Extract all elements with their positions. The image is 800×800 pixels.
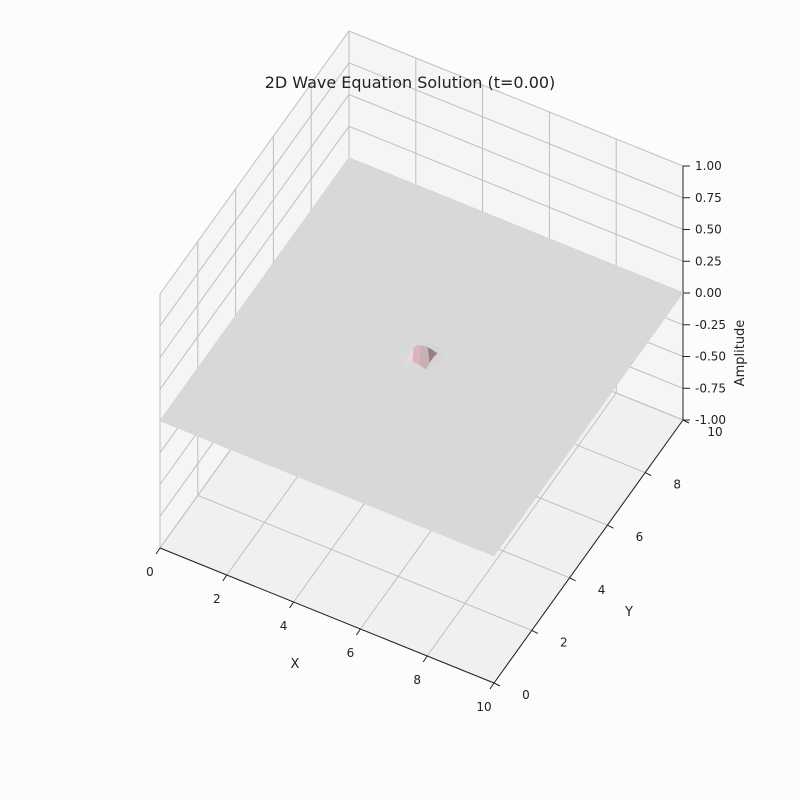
x-tick-label: 0 [146,565,154,579]
y-tick-label: 2 [560,635,568,649]
x-tick [422,655,428,663]
z-tick-label: 0.50 [695,223,722,237]
x-tick-label: 10 [476,700,491,714]
chart-title: 2D Wave Equation Solution (t=0.00) [265,73,556,92]
x-axis-label: X [291,657,300,672]
z-tick-label: 0.75 [695,191,722,205]
y-tick [607,524,614,529]
x-tick [489,682,495,690]
grid-line-z [159,93,684,358]
y-tick-label: 0 [522,688,530,702]
z-tick-label: -0.50 [695,350,726,364]
z-tick-label: 1.00 [695,159,722,173]
y-axis-line [493,419,684,684]
x-axis-line [159,547,495,684]
surface-patch [344,157,357,167]
wave-surface [159,157,684,557]
z-tick-label: 0.25 [695,254,722,268]
tick-labels: 02468100246810-1.00-0.75-0.50-0.250.000.… [146,159,726,714]
z-tick-label: -0.25 [695,318,726,332]
z-axis-label: Amplitude [733,320,748,387]
x-tick-label: 2 [213,592,221,606]
z-tick-label: -1.00 [695,413,726,427]
z-tick-label: -0.75 [695,381,726,395]
x-tick [355,628,361,636]
x-tick-label: 8 [413,673,421,687]
grid-line-z [159,30,684,295]
x-tick-label: 4 [280,619,288,633]
y-tick-label: 4 [598,583,606,597]
y-tick [531,629,539,634]
y-tick-label: 10 [707,425,722,439]
z-tick-label: 0.00 [695,286,722,300]
y-tick [644,472,652,477]
x-tick [289,601,295,609]
y-tick-label: 8 [673,478,681,492]
x-tick-label: 6 [347,646,355,660]
x-tick [222,574,228,582]
grid-line-z [159,62,684,327]
y-tick-label: 6 [636,530,644,544]
y-tick [493,682,501,687]
grid-line-z [159,125,684,390]
y-axis-label: Y [624,605,633,620]
y-tick [569,577,576,582]
x-tick [155,547,161,555]
